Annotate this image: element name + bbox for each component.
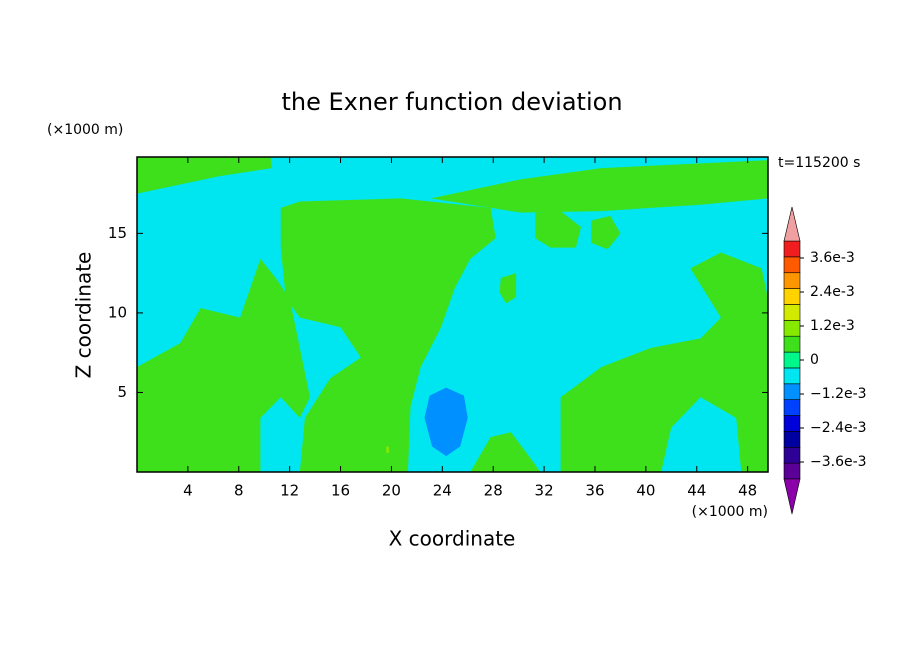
colorbar-band: [783, 415, 801, 432]
x-tick-label: 48: [738, 482, 757, 500]
colorbar-band: [783, 272, 801, 289]
contour-region: [470, 432, 541, 472]
x-tick-label: 4: [183, 482, 193, 500]
colorbar-tick-label: −2.4e-3: [810, 420, 867, 436]
contour-region: [137, 157, 272, 194]
contour-region: [430, 160, 768, 213]
colorbar-band: [783, 320, 801, 337]
colorbar-tick-label: −3.6e-3: [810, 454, 867, 470]
colorbar-band: [783, 240, 801, 258]
colorbar-band: [783, 288, 801, 305]
colorbar-tick-label: 1.2e-3: [810, 318, 855, 334]
colorbar-tick-label: −1.2e-3: [810, 386, 867, 402]
colorbar-under: [783, 478, 801, 515]
x-tick-label: 44: [687, 482, 706, 500]
colorbar-band: [783, 431, 801, 448]
x-tick-label: 28: [484, 482, 503, 500]
colorbar-tick-label: 0: [810, 352, 819, 368]
x-axis-label: X coordinate: [389, 527, 516, 551]
contour-region: [137, 258, 311, 472]
y-axis-label: Z coordinate: [72, 252, 96, 379]
colorbar-band: [783, 256, 801, 274]
y-unit: (×1000 m): [47, 122, 123, 138]
x-tick-label: 8: [234, 482, 244, 500]
colorbar-band: [783, 462, 801, 480]
contour-region: [535, 211, 581, 248]
x-tick-label: 16: [331, 482, 350, 500]
contour-region: [280, 198, 496, 472]
colorbar-band: [783, 335, 801, 353]
y-tick-label: 15: [108, 224, 127, 242]
colorbar-band: [783, 383, 801, 400]
colorbar-tick-label: 2.4e-3: [810, 284, 855, 300]
y-tick-label: 5: [117, 383, 127, 401]
colorbar-band: [783, 304, 801, 321]
contour-region: [591, 215, 621, 250]
x-tick-label: 24: [433, 482, 452, 500]
x-unit: (×1000 m): [692, 504, 768, 520]
colorbar-band: [783, 446, 801, 464]
contour-region: [560, 252, 768, 472]
x-tick-label: 40: [636, 482, 655, 500]
time-label: t=115200 s: [778, 155, 860, 171]
colorbar-band: [783, 351, 801, 369]
x-tick-label: 32: [535, 482, 554, 500]
colorbar-band: [783, 399, 801, 416]
colorbar-tick-label: 3.6e-3: [810, 250, 855, 266]
contour-region: [424, 387, 468, 457]
y-tick-label: 10: [108, 303, 127, 321]
chart-title: the Exner function deviation: [281, 88, 622, 116]
colorbar-over: [783, 206, 801, 242]
colorbar-band: [783, 367, 801, 385]
plot-frame: [136, 156, 769, 473]
contour-region: [386, 446, 389, 453]
contour-region: [499, 273, 517, 304]
x-tick-label: 12: [280, 482, 299, 500]
x-tick-label: 20: [382, 482, 401, 500]
x-tick-label: 36: [585, 482, 604, 500]
